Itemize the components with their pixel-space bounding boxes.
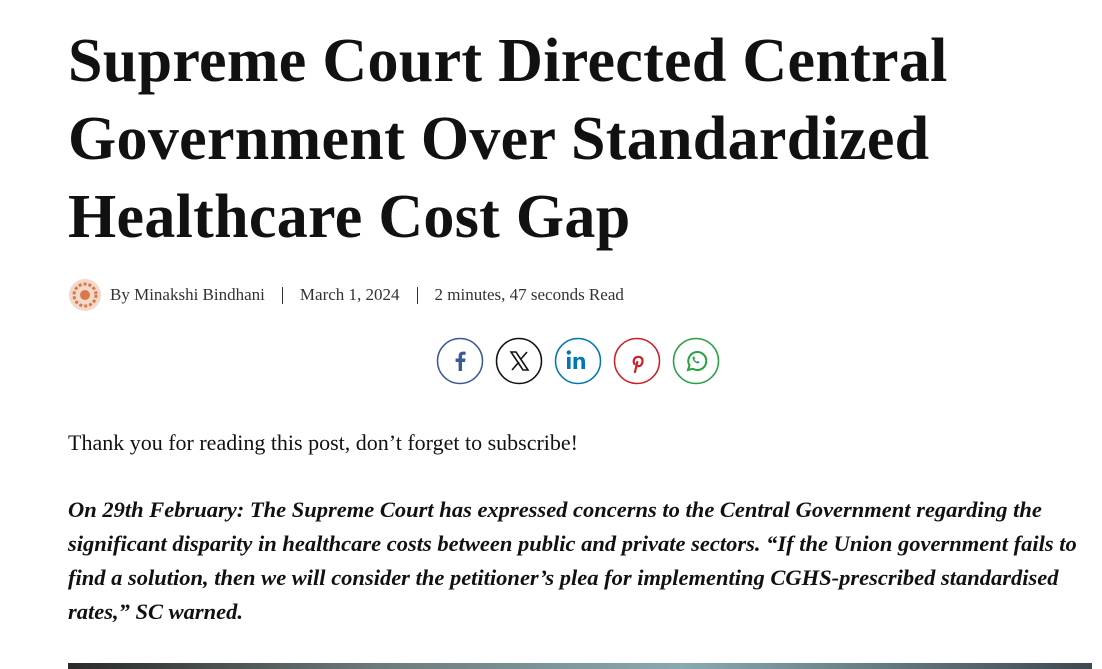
share-whatsapp[interactable] <box>672 337 720 385</box>
read-time: 2 minutes, 47 seconds Read <box>434 285 624 304</box>
share-x[interactable] <box>495 337 543 385</box>
featured-image <box>68 663 1092 669</box>
share-pinterest[interactable] <box>613 337 661 385</box>
date: March 1, 2024 <box>299 285 400 304</box>
lead-paragraph: On 29th February: The Supreme Court has … <box>68 497 1077 624</box>
author-avatar <box>69 279 101 311</box>
author[interactable]: By Minakshi Bindhani <box>110 285 265 304</box>
share-facebook[interactable] <box>436 337 484 385</box>
intro-text: Thank you for reading this post, don’t f… <box>68 430 578 455</box>
article-meta: By Minakshi Bindhani March 1, 2024 2 min… <box>68 278 624 312</box>
article-title: Supreme Court Directed Central Governmen… <box>68 27 948 251</box>
share-buttons <box>436 337 720 385</box>
share-linkedin[interactable] <box>554 337 602 385</box>
